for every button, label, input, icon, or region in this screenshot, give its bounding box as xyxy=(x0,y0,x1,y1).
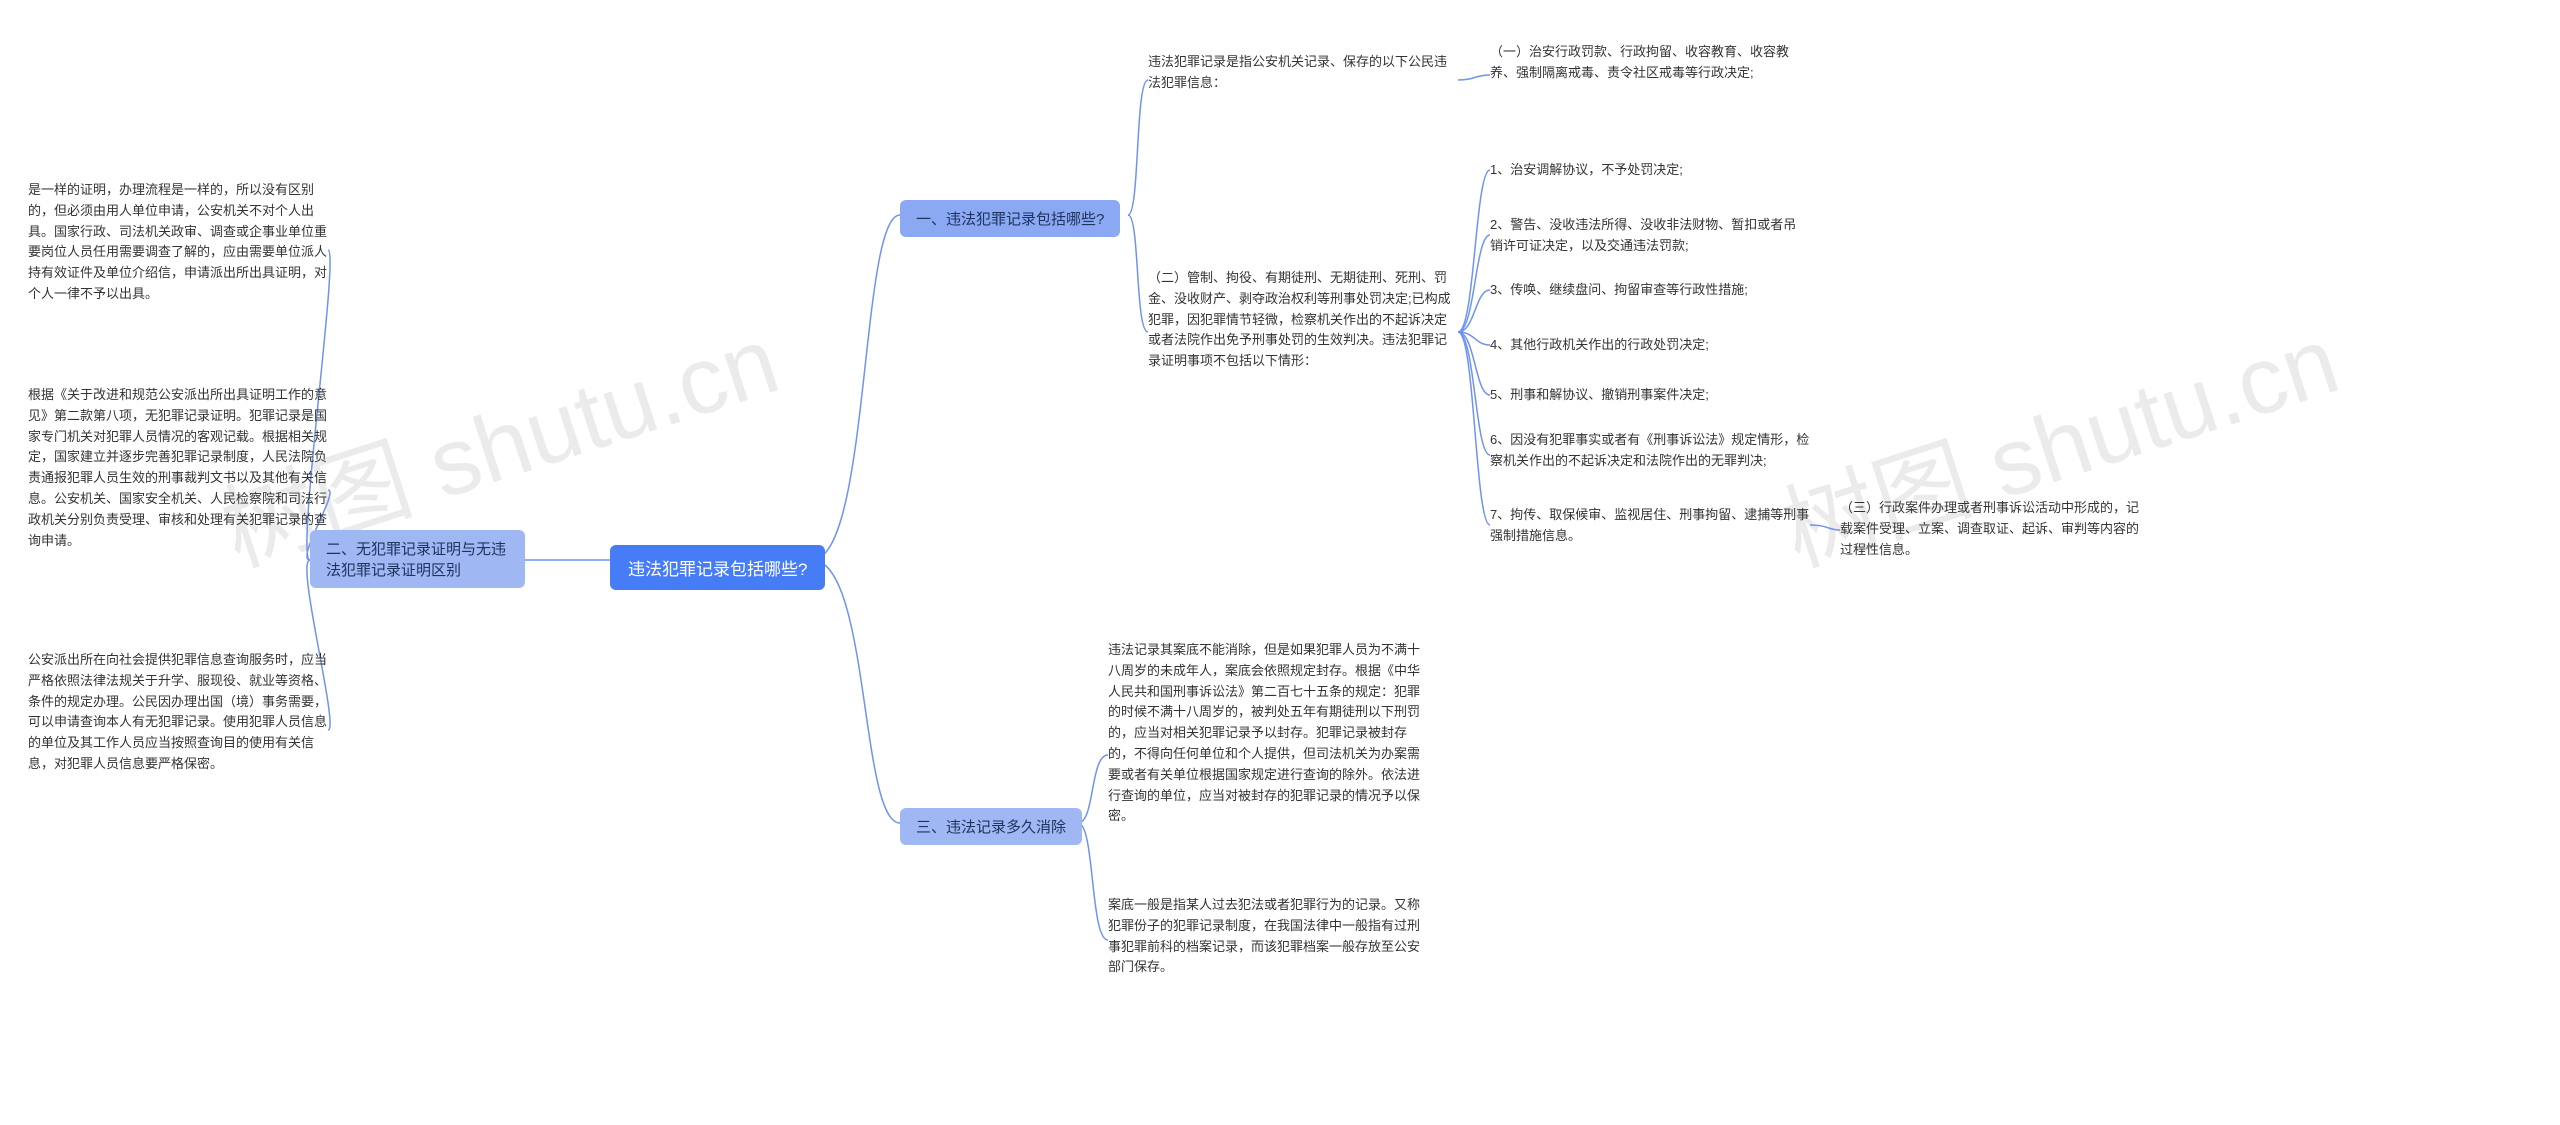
b3-item-1: 违法记录其案底不能消除，但是如果犯罪人员为不满十八周岁的未成年人，案底会依照规定… xyxy=(1108,640,1428,827)
b2-item-1: 是一样的证明，办理流程是一样的，所以没有区别的，但必须由用人单位申请，公安机关不… xyxy=(28,180,328,305)
b1-sub2-item-3: 3、传唤、继续盘问、拘留审查等行政性措施; xyxy=(1490,280,1800,301)
b2-item-3: 公安派出所在向社会提供犯罪信息查询服务时，应当严格依照法律法规关于升学、服现役、… xyxy=(28,650,328,775)
b1-sub1: 违法犯罪记录是指公安机关记录、保存的以下公民违法犯罪信息： xyxy=(1148,52,1458,94)
branch-3: 三、违法记录多久消除 xyxy=(900,808,1082,845)
b1-sub2-item-7-child: （三）行政案件办理或者刑事诉讼活动中形成的，记载案件受理、立案、调查取证、起诉、… xyxy=(1840,498,2150,560)
b3-item-2: 案底一般是指某人过去犯法或者犯罪行为的记录。又称犯罪份子的犯罪记录制度，在我国法… xyxy=(1108,895,1428,978)
b1-sub2-item-7: 7、拘传、取保候审、监视居住、刑事拘留、逮捕等刑事强制措施信息。 xyxy=(1490,505,1810,547)
b2-item-2: 根据《关于改进和规范公安派出所出具证明工作的意见》第二款第八项，无犯罪记录证明。… xyxy=(28,385,328,551)
branch-1: 一、违法犯罪记录包括哪些? xyxy=(900,200,1120,237)
b1-sub2-item-1: 1、治安调解协议，不予处罚决定; xyxy=(1490,160,1790,181)
mindmap-canvas: 树图 shutu.cn 树图 shutu.cn xyxy=(0,0,2560,1125)
b1-sub2-item-5: 5、刑事和解协议、撤销刑事案件决定; xyxy=(1490,385,1790,406)
b1-sub2-item-6: 6、因没有犯罪事实或者有《刑事诉讼法》规定情形，检察机关作出的不起诉决定和法院作… xyxy=(1490,430,1810,472)
center-node: 违法犯罪记录包括哪些? xyxy=(610,545,825,590)
b1-sub2: （二）管制、拘役、有期徒刑、无期徒刑、死刑、罚金、没收财产、剥夺政治权利等刑事处… xyxy=(1148,268,1458,372)
b1-sub2-item-2: 2、警告、没收违法所得、没收非法财物、暂扣或者吊销许可证决定，以及交通违法罚款; xyxy=(1490,215,1800,257)
b1-sub1-child: （一）治安行政罚款、行政拘留、收容教育、收容教养、强制隔离戒毒、责令社区戒毒等行… xyxy=(1490,42,1790,84)
branch-2: 二、无犯罪记录证明与无违法犯罪记录证明区别 xyxy=(310,530,525,588)
branch-2-label: 二、无犯罪记录证明与无违法犯罪记录证明区别 xyxy=(326,541,506,579)
b1-sub2-item-4: 4、其他行政机关作出的行政处罚决定; xyxy=(1490,335,1790,356)
